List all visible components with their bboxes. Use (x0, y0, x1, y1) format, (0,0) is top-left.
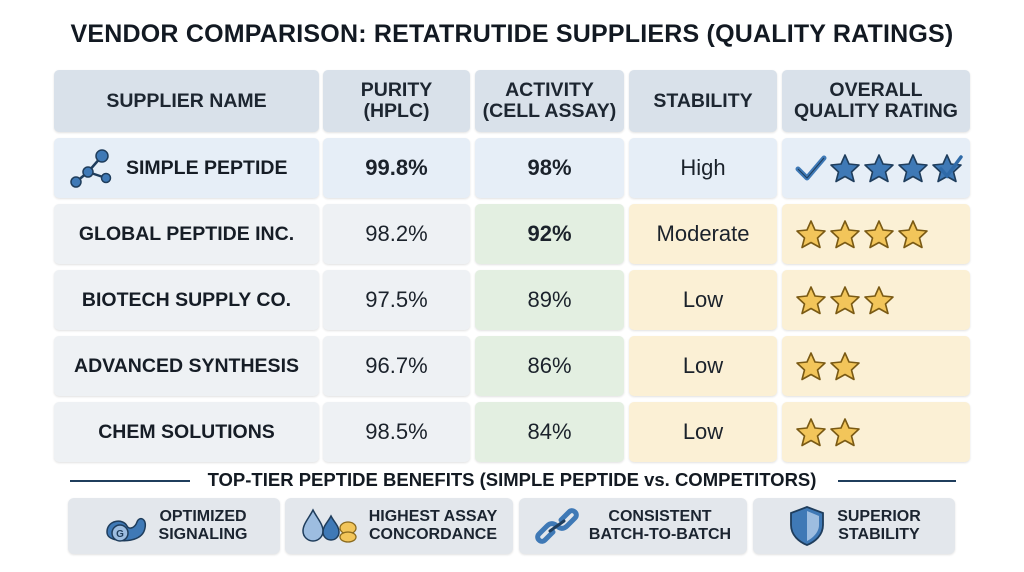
star-icon (863, 153, 895, 183)
receptor-icon: G (105, 517, 146, 542)
stability-cell: High (629, 138, 777, 198)
header-label: SUPPLIER NAME (106, 89, 267, 112)
supplier-name: CHEM SOLUTIONS (98, 420, 275, 443)
rating-stars (795, 153, 963, 183)
header-label: PURITY (HPLC) (360, 79, 433, 122)
purity-cell: 98.5% (323, 402, 470, 462)
supplier-name-cell: ADVANCED SYNTHESIS (54, 336, 319, 396)
activity-cell: 92% (475, 204, 624, 264)
activity-cell: 98% (475, 138, 624, 198)
molecule-icon (70, 149, 112, 188)
rating-cell (782, 270, 970, 330)
supplier-name: SIMPLE PEPTIDE (126, 156, 288, 179)
star-icon (829, 285, 861, 315)
rating-stars (795, 351, 861, 381)
benefit-consistent-batch: CONSISTENT BATCH-TO-BATCH (519, 498, 747, 554)
check-icon (795, 153, 827, 183)
purity-cell: 98.2% (323, 204, 470, 264)
benefit-label: CONSISTENT BATCH-TO-BATCH (588, 508, 732, 543)
activity-cell: 89% (475, 270, 624, 330)
chain-link-icon (535, 508, 579, 544)
supplier-name: GLOBAL PEPTIDE INC. (78, 222, 295, 245)
header-supplier-name: SUPPLIER NAME (54, 70, 319, 132)
header-stability: STABILITY (629, 70, 777, 132)
header-label: STABILITY (653, 89, 753, 112)
header-label: ACTIVITY (CELL ASSAY) (482, 79, 617, 122)
supplier-name-cell: GLOBAL PEPTIDE INC. (54, 204, 319, 264)
supplier-name-cell: BIOTECH SUPPLY CO. (54, 270, 319, 330)
header-overall-rating: OVERALL QUALITY RATING (782, 70, 970, 132)
benefits-title: TOP-TIER PEPTIDE BENEFITS (SIMPLE PEPTID… (0, 469, 1024, 491)
rating-cell (782, 402, 970, 462)
star-icon (863, 285, 895, 315)
chart-title: VENDOR COMPARISON: RETATRUTIDE SUPPLIERS… (70, 20, 954, 48)
rating-stars (795, 219, 929, 249)
header-purity: PURITY (HPLC) (323, 70, 470, 132)
rating-stars (795, 417, 861, 447)
star-icon (795, 285, 827, 315)
purity-cell: 97.5% (323, 270, 470, 330)
benefit-label: OPTIMIZED SIGNALING (158, 508, 248, 543)
benefits-divider-left (70, 480, 190, 482)
supplier-name: ADVANCED SYNTHESIS (73, 354, 299, 377)
stability-cell: Low (629, 270, 777, 330)
rating-cell (782, 138, 970, 198)
star-icon (795, 417, 827, 447)
star-icon (931, 153, 963, 183)
receptor-icon-letter: G (116, 529, 124, 540)
benefit-assay-concordance: HIGHEST ASSAY CONCORDANCE (285, 498, 513, 554)
star-icon (795, 219, 827, 249)
rating-cell (782, 336, 970, 396)
purity-cell: 99.8% (323, 138, 470, 198)
stability-cell: Moderate (629, 204, 777, 264)
star-icon (795, 351, 827, 381)
supplier-name-cell: CHEM SOLUTIONS (54, 402, 319, 462)
star-icon (829, 417, 861, 447)
supplier-name: BIOTECH SUPPLY CO. (81, 288, 292, 311)
stability-cell: Low (629, 402, 777, 462)
header-label: OVERALL QUALITY RATING (794, 79, 958, 122)
benefit-superior-stability: SUPERIOR STABILITY (753, 498, 955, 554)
header-activity: ACTIVITY (CELL ASSAY) (475, 70, 624, 132)
benefit-label: SUPERIOR STABILITY (837, 508, 921, 543)
star-icon (863, 219, 895, 249)
stability-cell: Low (629, 336, 777, 396)
activity-cell: 86% (475, 336, 624, 396)
supplier-name-cell: SIMPLE PEPTIDE (54, 138, 319, 198)
star-icon (829, 219, 861, 249)
benefit-optimized-signaling: G OPTIMIZED SIGNALING (68, 498, 280, 554)
activity-cell: 84% (475, 402, 624, 462)
shield-icon (790, 506, 825, 546)
purity-cell: 96.7% (323, 336, 470, 396)
star-icon (829, 351, 861, 381)
rating-stars (795, 285, 895, 315)
rating-cell (782, 204, 970, 264)
benefit-label: HIGHEST ASSAY CONCORDANCE (368, 508, 498, 543)
benefits-divider-right (838, 480, 956, 482)
star-icon (897, 153, 929, 183)
droplets-icon (301, 508, 357, 543)
star-icon (897, 219, 929, 249)
star-icon (829, 153, 861, 183)
